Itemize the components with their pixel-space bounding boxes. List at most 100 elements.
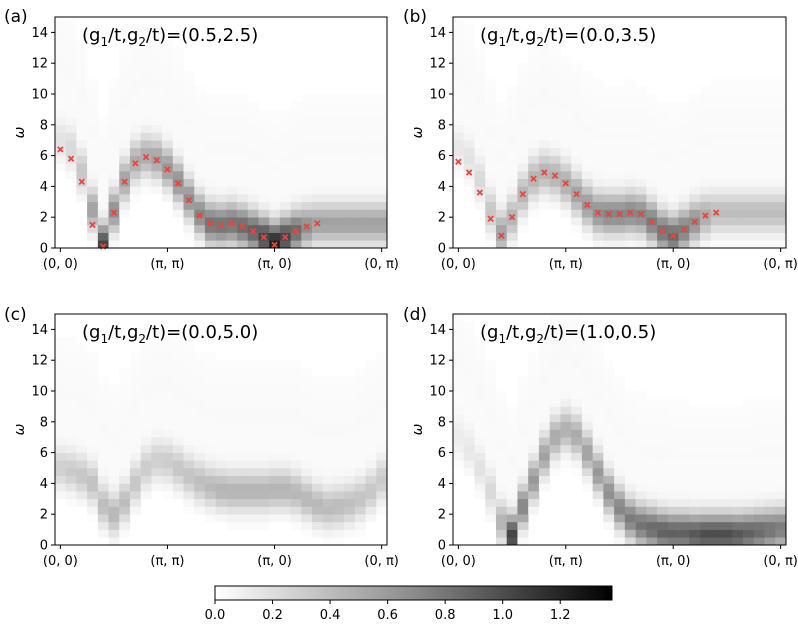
heatmap-cell (732, 201, 744, 210)
heatmap-cell (538, 63, 550, 72)
heatmap-cell (667, 140, 679, 149)
heatmap-cell (743, 178, 755, 187)
heatmap-cell (624, 406, 636, 415)
heatmap-cell (592, 117, 604, 126)
heatmap-cell (721, 217, 733, 226)
heatmap-cell (517, 529, 529, 538)
heatmap-cell (97, 498, 109, 507)
heatmap-cell (65, 375, 77, 384)
heatmap-cell (635, 398, 647, 407)
dispersion-marker (712, 209, 720, 216)
heatmap-cell (560, 109, 572, 118)
heatmap-cell (710, 109, 722, 118)
heatmap-cell (721, 506, 733, 515)
heatmap-cell (528, 101, 540, 110)
heatmap-cell (721, 78, 733, 87)
heatmap-cell (290, 360, 302, 369)
heatmap-cell (528, 498, 540, 507)
heatmap-cell (87, 117, 99, 126)
dispersion-marker (691, 218, 698, 226)
heatmap-cell (743, 514, 755, 523)
heatmap-cell (376, 155, 388, 164)
heatmap-cell (108, 383, 120, 392)
heatmap-cell (65, 468, 77, 476)
heatmap-cell (592, 460, 604, 469)
heatmap-cell (290, 437, 302, 446)
heatmap-cell (603, 217, 615, 226)
heatmap-cell (215, 391, 227, 399)
heatmap-cell (237, 109, 249, 118)
heatmap-cell (322, 147, 334, 156)
heatmap-cell (764, 506, 776, 515)
heatmap-cell (517, 186, 529, 195)
heatmap-cell (571, 217, 583, 226)
heatmap-cell (689, 140, 701, 149)
heatmap-cell (495, 224, 508, 233)
heatmap-cell (322, 521, 334, 530)
heatmap-cell (354, 452, 366, 461)
heatmap-cell (764, 498, 776, 507)
heatmap-cell (721, 132, 733, 141)
heatmap-cell (571, 140, 583, 149)
heatmap-cell (560, 460, 572, 469)
heatmap-cell (108, 178, 120, 187)
heatmap-cell (162, 483, 174, 492)
panel-label: (c) (4, 305, 27, 325)
heatmap-cell (108, 94, 120, 102)
heatmap-cell (269, 163, 281, 172)
dispersion-marker (498, 232, 505, 239)
heatmap-cell (119, 101, 131, 110)
dispersion-marker (67, 155, 75, 162)
heatmap-cell (474, 375, 486, 384)
heatmap-cell (226, 421, 238, 430)
dispersion-marker (594, 209, 602, 216)
heatmap-cell (279, 360, 291, 369)
heatmap-cell (614, 521, 626, 530)
heatmap-cell (376, 391, 388, 399)
heatmap-cell (215, 132, 227, 141)
heatmap-cell (528, 398, 540, 407)
heatmap-cell (215, 468, 227, 476)
heatmap-cell (108, 460, 120, 469)
heatmap-cell (258, 124, 270, 133)
heatmap-cell (258, 498, 270, 507)
heatmap-cell (463, 47, 475, 56)
heatmap-cell (667, 483, 679, 492)
heatmap-cell (215, 414, 227, 423)
heatmap-cell (732, 178, 744, 187)
heatmap-cell (76, 398, 88, 407)
heatmap-cell (269, 201, 281, 210)
heatmap-cell (65, 40, 77, 49)
colorbar-tick-label: 1.0 (492, 608, 513, 623)
heatmap-cell (204, 201, 216, 210)
heatmap-cell (269, 132, 281, 141)
heatmap-cell (775, 194, 787, 203)
heatmap-cell (485, 232, 497, 241)
heatmap-cell (517, 117, 529, 126)
heatmap-cell (624, 521, 636, 530)
heatmap-cell (485, 117, 497, 126)
heatmap-cell (495, 109, 508, 118)
heatmap-cell (581, 352, 593, 361)
plot-frame (54, 16, 388, 249)
heatmap-cell (549, 468, 561, 476)
heatmap-cell (301, 398, 313, 407)
heatmap-cell (87, 444, 99, 453)
heatmap-cell (376, 429, 388, 438)
heatmap-cell (678, 132, 690, 141)
heatmap-cell (365, 406, 377, 415)
heatmap-cell (646, 514, 658, 523)
heatmap-cell (517, 483, 529, 492)
colorbar-tick-label: 0.8 (435, 608, 456, 623)
heatmap-cell (172, 78, 184, 87)
heatmap-cell (183, 468, 195, 476)
heatmap-cell (592, 468, 604, 476)
heatmap-cell (322, 217, 334, 226)
heatmap-cell (775, 406, 787, 415)
heatmap-cell (646, 101, 658, 110)
heatmap-cell (528, 437, 540, 446)
heatmap-cell (700, 421, 712, 430)
heatmap-cell (172, 421, 184, 430)
heatmap-cell (365, 498, 377, 507)
heatmap-cell (279, 506, 291, 515)
